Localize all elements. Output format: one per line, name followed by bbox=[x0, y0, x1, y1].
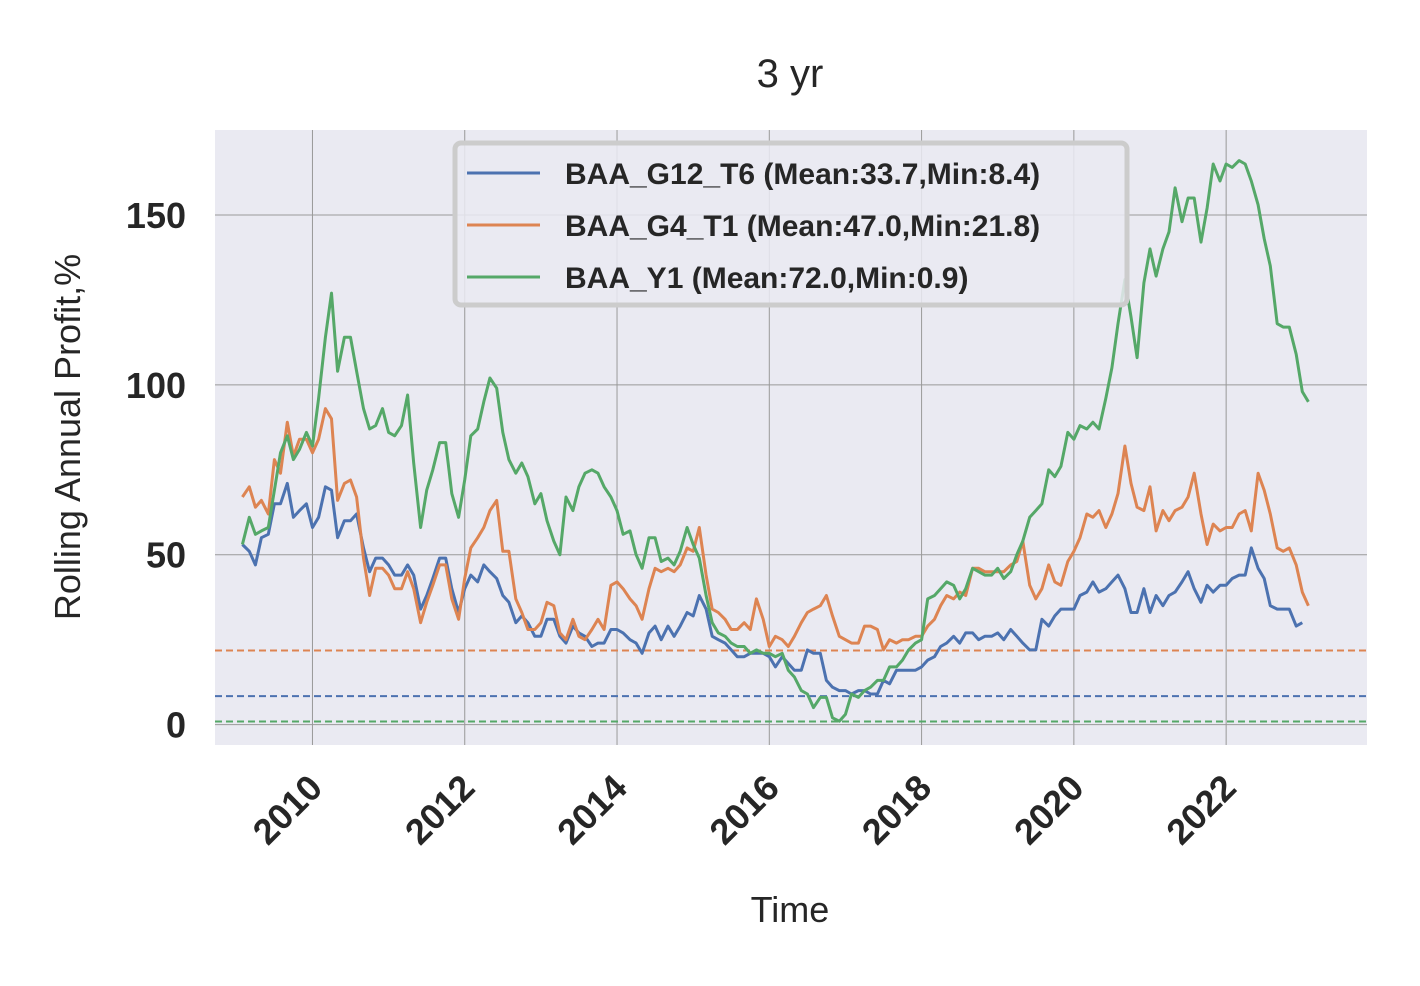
x-axis-label: Time bbox=[751, 889, 830, 930]
chart-title: 3 yr bbox=[757, 52, 824, 96]
y-tick-label: 150 bbox=[126, 195, 186, 236]
legend-items: BAA_G12_T6 (Mean:33.7,Min:8.4) BAA_G4_T1 … bbox=[467, 158, 1040, 295]
y-axis-label: Rolling Annual Profit,% bbox=[47, 254, 88, 620]
legend-box bbox=[452, 140, 1130, 308]
reference-lines bbox=[215, 649, 1367, 723]
y-tick-label: 50 bbox=[146, 535, 186, 576]
y-tick-label: 0 bbox=[166, 705, 186, 746]
legend-label-baa-y1: BAA_Y1 (Mean:72.0,Min:0.9) bbox=[565, 262, 968, 295]
series-line-baa-y1 bbox=[240, 159, 1310, 723]
series-line-baa-g4-t1 bbox=[241, 407, 1310, 652]
y-tick-label: 100 bbox=[126, 365, 186, 406]
series-lines bbox=[240, 159, 1310, 723]
legend-label-baa-g4-t1: BAA_G4_T1 (Mean:47.0,Min:21.8) bbox=[565, 210, 1040, 243]
y-axis-ticks: 0 50 100 150 bbox=[126, 195, 186, 746]
legend-label-baa-g12-t6: BAA_G12_T6 (Mean:33.7,Min:8.4) bbox=[565, 158, 1040, 191]
legend: BAA_G12_T6 (Mean:33.7,Min:8.4) BAA_G4_T1 … bbox=[452, 140, 1130, 308]
series-line-baa-g12-t6 bbox=[241, 481, 1304, 696]
